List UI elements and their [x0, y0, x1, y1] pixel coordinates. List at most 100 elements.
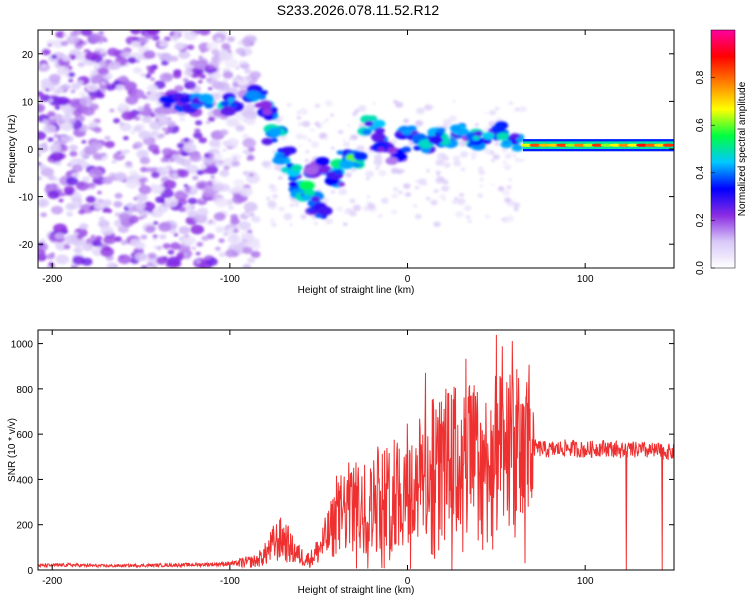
noise-speckle [247, 237, 260, 247]
noise-speckle [48, 261, 54, 267]
noise-speckle [42, 124, 57, 134]
halo-speckle [343, 222, 348, 226]
halo-speckle [442, 179, 449, 185]
halo-speckle [373, 158, 383, 166]
noise-speckle [205, 255, 212, 260]
halo-speckle [433, 221, 441, 228]
halo-speckle [266, 196, 271, 201]
noise-speckle [119, 123, 132, 132]
noise-speckle [196, 68, 205, 75]
noise-speckle [121, 110, 135, 121]
ridge-blob [402, 129, 413, 136]
noise-speckle [159, 72, 174, 83]
noise-speckle [78, 209, 86, 215]
ridge-blob [288, 175, 299, 182]
noise-speckle [166, 256, 181, 267]
ridge-blob [245, 90, 261, 101]
halo-speckle [458, 193, 465, 197]
noise-speckle [65, 203, 76, 211]
noise-speckle [158, 133, 165, 138]
noise-speckle [88, 168, 103, 179]
halo-speckle [513, 154, 517, 157]
halo-speckle [426, 168, 430, 171]
noise-speckle [58, 198, 64, 203]
x-tick-label: 100 [577, 274, 594, 285]
noise-speckle [211, 49, 220, 56]
halo-speckle [403, 118, 409, 124]
halo-speckle [514, 107, 520, 112]
spectrogram-ylabel: Frequency (Hz) [7, 115, 18, 184]
noise-speckle [144, 73, 152, 79]
noise-speckle [133, 67, 142, 74]
y-tick-label: -10 [19, 193, 34, 204]
ridge-blob [496, 132, 510, 141]
halo-speckle [343, 141, 351, 148]
y-tick-label: 20 [22, 50, 34, 61]
halo-speckle [460, 167, 466, 172]
noise-speckle [104, 140, 115, 149]
halo-speckle [456, 198, 466, 205]
halo-speckle [463, 204, 472, 212]
noise-speckle [104, 135, 111, 141]
halo-speckle [467, 219, 472, 224]
noise-speckle [97, 190, 102, 195]
x-tick-label: 0 [405, 274, 411, 285]
noise-speckle [69, 150, 78, 157]
noise-speckle [218, 238, 225, 243]
noise-speckle [223, 165, 230, 171]
noise-speckle [193, 213, 208, 224]
spectrogram-xlabel: Height of straight line (km) [298, 285, 415, 296]
halo-speckle [348, 138, 351, 141]
noise-speckle [222, 79, 228, 84]
noise-speckle [182, 235, 196, 246]
noise-speckle [214, 197, 228, 208]
ridge-blob [401, 146, 412, 153]
noise-speckle [146, 167, 154, 173]
halo-speckle [504, 197, 511, 203]
noise-speckle [183, 184, 189, 188]
noise-speckle [233, 243, 243, 250]
noise-speckle [173, 233, 179, 237]
band-segment [653, 143, 666, 147]
noise-speckle [90, 234, 96, 238]
noise-speckle [38, 103, 45, 113]
halo-speckle [295, 133, 304, 140]
halo-speckle [513, 202, 521, 208]
noise-speckle [190, 224, 205, 235]
band-segment [662, 143, 674, 147]
noise-speckle [45, 78, 50, 82]
halo-speckle [296, 110, 301, 115]
halo-speckle [442, 118, 452, 126]
halo-speckle [490, 159, 495, 163]
noise-speckle [38, 176, 42, 181]
noise-speckle [152, 234, 158, 239]
halo-speckle [439, 194, 446, 200]
ridge-blob [162, 102, 172, 109]
noise-speckle [150, 64, 158, 71]
ridge-blob [368, 115, 378, 122]
ridge-blob [516, 137, 525, 143]
noise-speckle [207, 64, 215, 70]
noise-speckle [152, 221, 159, 226]
halo-speckle [513, 207, 519, 212]
halo-speckle [270, 186, 278, 193]
halo-speckle [505, 215, 515, 222]
noise-speckle [122, 179, 127, 183]
y-tick-label: 800 [16, 385, 33, 396]
noise-speckle [94, 167, 99, 171]
band-segment [556, 143, 569, 147]
ridge-blob [288, 181, 299, 188]
noise-speckle [198, 30, 211, 36]
halo-speckle [452, 156, 457, 160]
noise-speckle [111, 160, 117, 164]
halo-speckle [433, 189, 439, 193]
noise-speckle [236, 74, 241, 79]
noise-speckle [192, 175, 199, 181]
noise-speckle [233, 178, 245, 188]
ridge-blob [311, 196, 321, 202]
noise-speckle [41, 48, 51, 56]
halo-speckle [366, 195, 371, 199]
ridge-blob [272, 156, 286, 165]
halo-speckle [271, 222, 277, 227]
